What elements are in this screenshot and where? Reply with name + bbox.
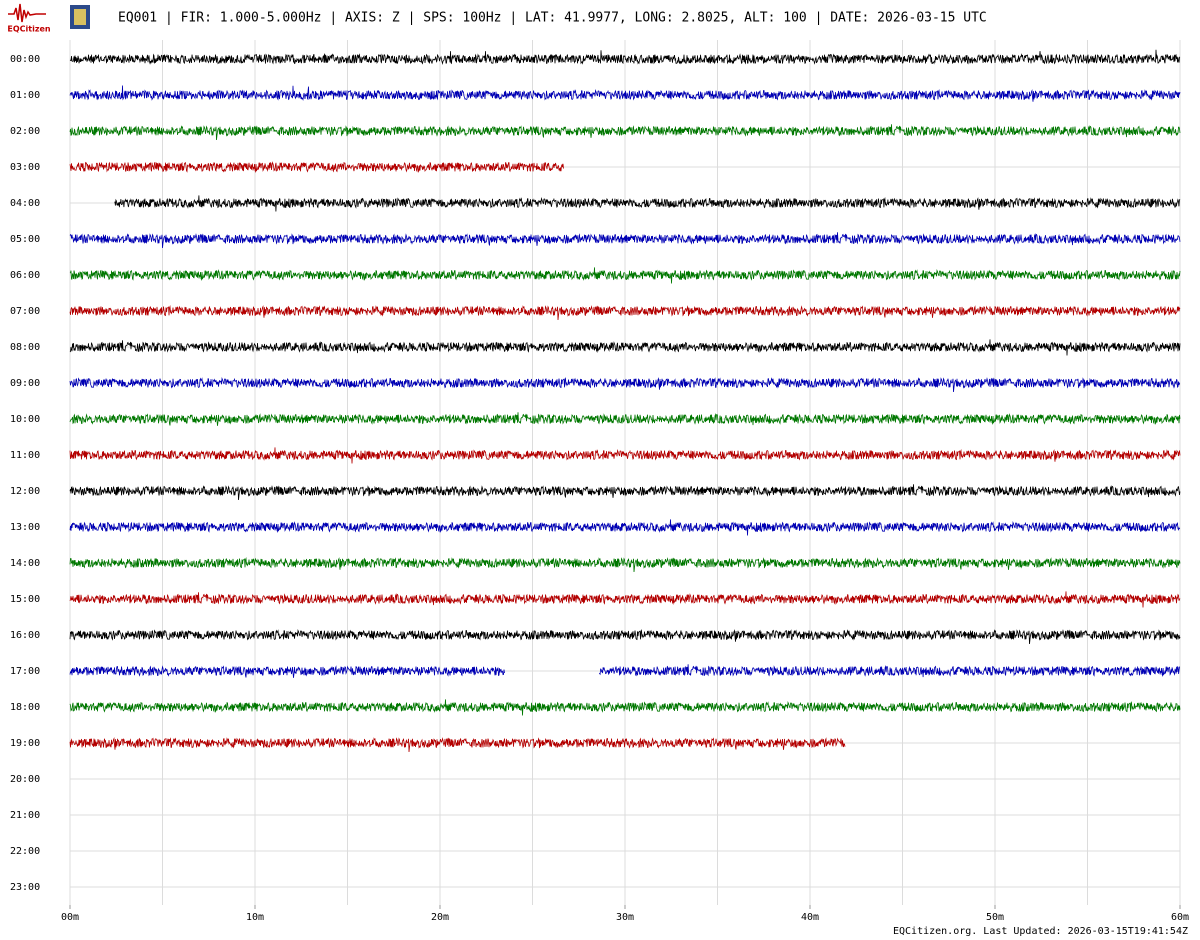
row-label: 23:00: [10, 882, 40, 893]
row-label: 02:00: [10, 126, 40, 137]
logo-text: EQCitizen: [7, 25, 51, 34]
trace: [69, 412, 1181, 426]
row-label: 07:00: [10, 306, 40, 317]
trace: [69, 232, 1181, 249]
row-label: 06:00: [10, 270, 40, 281]
trace: [69, 519, 1181, 536]
trace: [69, 737, 846, 753]
x-tick-label: 00m: [61, 912, 79, 923]
row-label: 21:00: [10, 810, 40, 821]
trace: [599, 664, 1180, 678]
row-label: 22:00: [10, 846, 40, 857]
trace: [69, 484, 1181, 501]
row-label: 18:00: [10, 702, 40, 713]
row-label: 11:00: [10, 450, 40, 461]
x-tick-label: 20m: [431, 912, 449, 923]
logo: EQCitizen: [7, 3, 90, 34]
trace: [69, 447, 1181, 464]
row-label: 17:00: [10, 666, 40, 677]
trace: [69, 49, 1181, 65]
x-tick-label: 50m: [986, 912, 1004, 923]
x-tick-label: 40m: [801, 912, 819, 923]
trace: [69, 304, 1181, 321]
row-label: 20:00: [10, 774, 40, 785]
row-label: 05:00: [10, 234, 40, 245]
row-label: 14:00: [10, 558, 40, 569]
trace: [69, 556, 1181, 573]
trace: [69, 161, 564, 173]
chart-title: EQ001 | FIR: 1.000-5.000Hz | AXIS: Z | S…: [118, 11, 987, 26]
row-label: 08:00: [10, 342, 40, 353]
trace: [69, 339, 1181, 356]
trace: [69, 124, 1181, 141]
trace: [69, 591, 1181, 608]
x-tick-label: 60m: [1171, 912, 1189, 923]
row-label: 15:00: [10, 594, 40, 605]
x-tick-label: 30m: [616, 912, 634, 923]
row-label: 10:00: [10, 414, 40, 425]
trace: [69, 628, 1181, 645]
row-label: 13:00: [10, 522, 40, 533]
row-label: 09:00: [10, 378, 40, 389]
trace: [69, 85, 1181, 102]
row-label: 19:00: [10, 738, 40, 749]
trace: [69, 267, 1181, 284]
row-label: 12:00: [10, 486, 40, 497]
trace: [69, 699, 1181, 716]
footer: EQCitizen.org. Last Updated: 2026-03-15T…: [893, 926, 1188, 937]
x-tick-label: 10m: [246, 912, 264, 923]
row-label: 16:00: [10, 630, 40, 641]
row-label: 00:00: [10, 54, 40, 65]
logo-wave: [8, 3, 46, 23]
station-icon-inner: [74, 9, 86, 25]
trace: [114, 195, 1181, 212]
row-label: 01:00: [10, 90, 40, 101]
trace: [69, 376, 1181, 393]
row-label: 03:00: [10, 162, 40, 173]
row-label: 04:00: [10, 198, 40, 209]
trace: [69, 665, 505, 678]
